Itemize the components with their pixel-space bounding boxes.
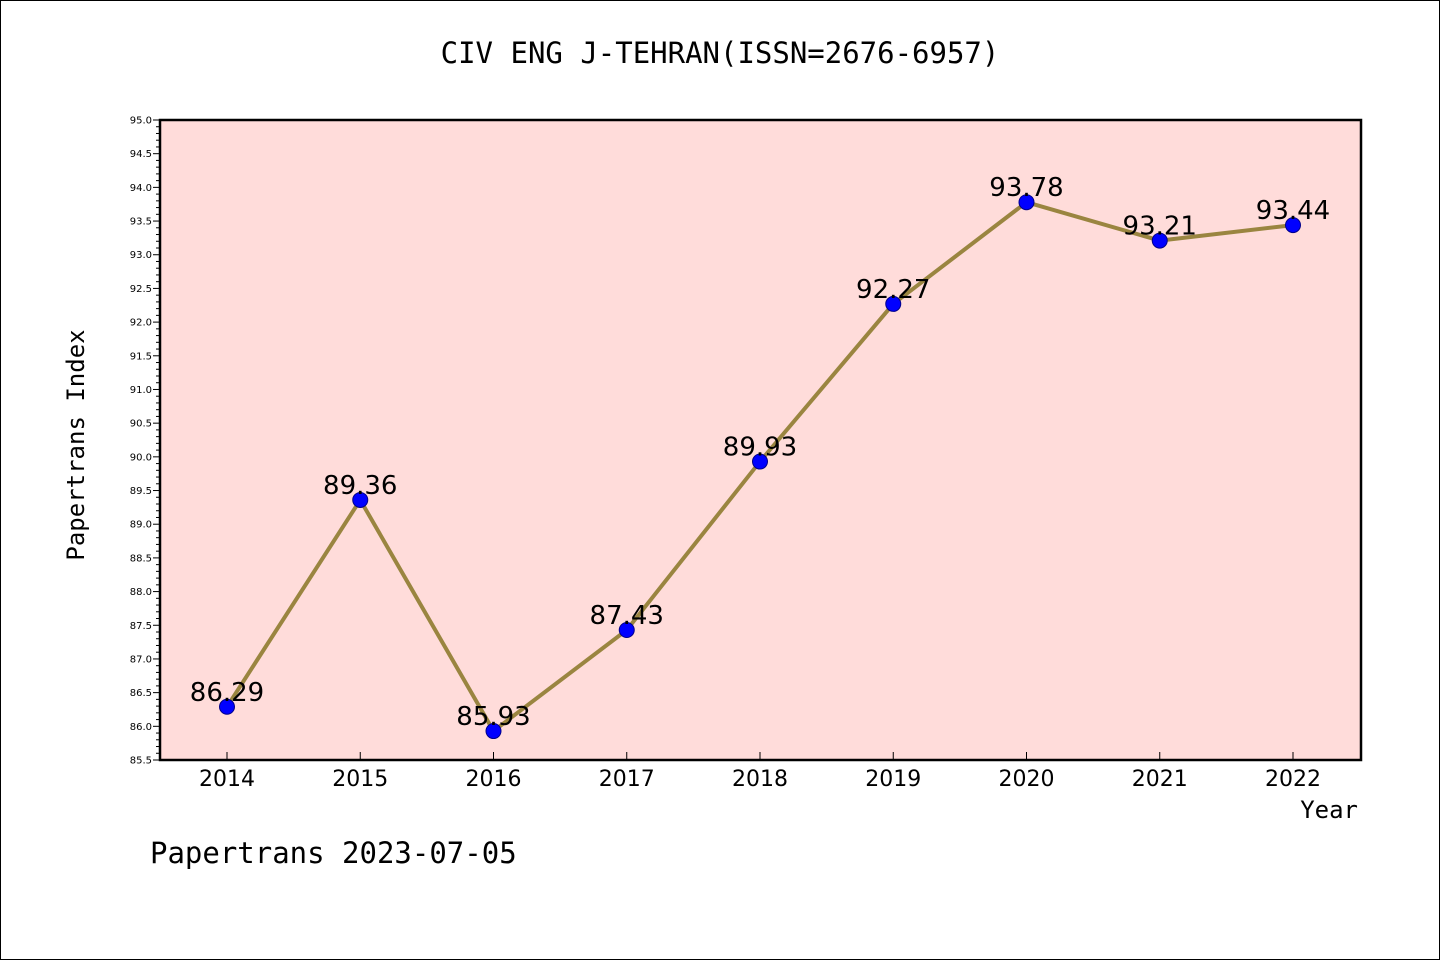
data-point: [752, 453, 768, 470]
data-label: 86.29: [190, 678, 264, 708]
data-label: 92.27: [856, 275, 930, 305]
x-tick-label: 2014: [199, 767, 255, 792]
data-label: 93.21: [1123, 212, 1197, 242]
plot-area: [158, 118, 1363, 762]
x-tick-label: 2020: [999, 767, 1055, 792]
y-tick-label: 91.5: [130, 351, 152, 362]
y-tick-label: 88.0: [130, 587, 152, 598]
data-point: [885, 295, 902, 312]
data-label: 87.43: [590, 601, 664, 631]
y-tick-label: 85.5: [130, 756, 152, 767]
x-axis-ticks: 2014 2015 2016 2017 2018 2019 2020 2021 2022: [199, 752, 1321, 792]
y-tick-label: 92.5: [130, 284, 152, 295]
y-tick-label: 87.5: [130, 621, 152, 632]
data-point: [1018, 194, 1035, 211]
y-tick-label: 91.0: [130, 385, 152, 396]
y-tick-label: 94.0: [130, 183, 152, 194]
data-labels: 86.29 89.36 85.93 87.43 89.93 92.27 93.78 93.21…: [190, 173, 1330, 732]
data-point: [618, 621, 635, 638]
data-label: 85.93: [456, 702, 530, 732]
y-tick-label: 88.5: [130, 553, 152, 564]
y-tick-label: 86.5: [130, 688, 152, 699]
chart-title: CIV ENG J-TEHRAN(ISSN=2676-6957): [440, 36, 1000, 70]
y-tick-label: 90.5: [130, 419, 152, 430]
y-tick-label: 86.0: [130, 722, 152, 733]
y-tick-label: 93.5: [130, 217, 152, 228]
data-point: [1285, 217, 1301, 234]
x-tick-label: 2016: [466, 767, 522, 792]
data-label: 93.44: [1256, 196, 1330, 226]
series-markers: [219, 194, 1301, 740]
y-tick-label: 95.0: [130, 116, 152, 127]
y-tick-label: 89.5: [130, 486, 152, 497]
x-tick-label: 2018: [732, 767, 788, 792]
y-tick-label: 89.0: [130, 520, 152, 531]
footer-date: Papertrans 2023-07-05: [150, 836, 517, 870]
y-tick-label: 94.5: [130, 149, 152, 160]
data-label: 89.36: [323, 471, 397, 501]
y-tick-label: 93.0: [130, 250, 152, 261]
data-point: [1151, 232, 1168, 249]
x-tick-label: 2015: [332, 767, 388, 792]
x-tick-label: 2019: [865, 767, 921, 792]
data-point: [352, 491, 369, 508]
y-tick-label: 92.0: [130, 318, 152, 329]
data-label: 93.78: [989, 173, 1063, 203]
x-tick-label: 2021: [1132, 767, 1188, 792]
x-tick-label: 2017: [599, 767, 655, 792]
data-label: 89.93: [723, 433, 797, 463]
y-tick-label: 87.0: [130, 654, 152, 665]
x-axis-label: Year: [1300, 796, 1358, 824]
data-point: [485, 723, 502, 740]
y-tick-label: 90.0: [130, 452, 152, 463]
x-tick-label: 2022: [1265, 767, 1321, 792]
y-axis-ticks: 85.5 86.0 86.5 87.0 87.5 88.0 88.5 89.0 89.5 90.0…: [130, 116, 160, 767]
data-point: [219, 698, 235, 715]
